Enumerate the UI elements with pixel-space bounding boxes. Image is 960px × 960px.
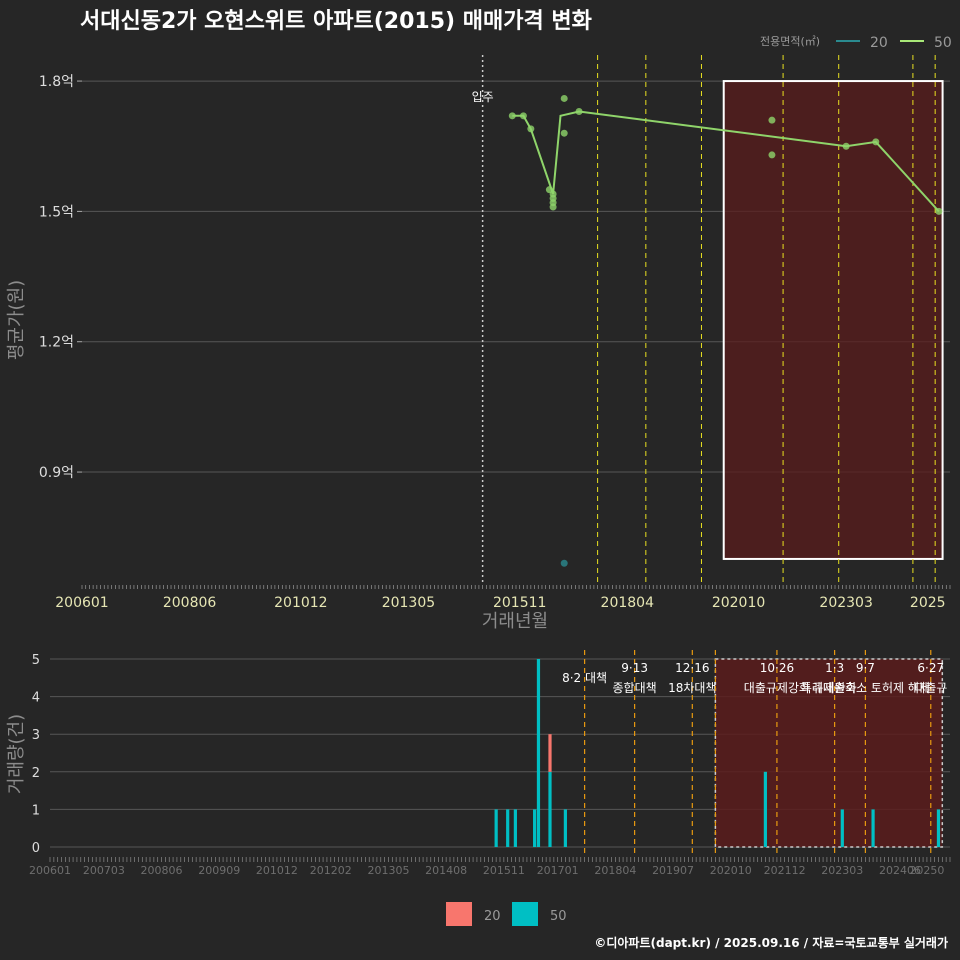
legend-title: 전용면적(㎡) xyxy=(760,35,820,48)
x-tick-label: 200601 xyxy=(55,595,108,611)
volume-bar-50 xyxy=(513,809,517,847)
volume-x-tick-label: 20250 xyxy=(909,864,944,877)
volume-y-tick-label: 2 xyxy=(32,766,40,781)
legend-label-20: 20 xyxy=(870,35,888,51)
policy-name-label: 8·2 대책 xyxy=(562,670,607,685)
x-tick-label: 202010 xyxy=(712,595,765,611)
volume-x-tick-label: 202303 xyxy=(821,864,863,877)
volume-bar-50 xyxy=(533,809,537,847)
policy-name-label: 대출규제강화 xyxy=(744,681,810,695)
volume-y-tick-label: 5 xyxy=(32,653,40,668)
volume-y-tick-label: 4 xyxy=(32,691,40,706)
series-line-50 xyxy=(512,110,940,213)
data-point-50 xyxy=(560,129,568,137)
volume-bar-50 xyxy=(506,809,510,847)
volume-y-tick-label: 0 xyxy=(32,841,40,856)
volume-legend-key-50 xyxy=(512,902,538,926)
policy-date-label: 10·26 xyxy=(760,661,794,675)
x-tick-label: 201804 xyxy=(601,595,655,611)
policy-name-label: 대출규 xyxy=(914,681,947,695)
volume-bar-50 xyxy=(536,659,541,847)
volume-x-tick-label: 200909 xyxy=(198,864,240,877)
volume-y-tick-label: 3 xyxy=(32,728,40,743)
footer-credit: ©디아파트(dapt.kr) / 2025.09.16 / 자료=국토교통부 실… xyxy=(594,935,948,950)
highlight-region xyxy=(722,80,944,560)
volume-x-tick-label: 202010 xyxy=(710,864,752,877)
legend-label-50: 50 xyxy=(934,35,952,51)
volume-y-axis-title: 거래량(건) xyxy=(6,714,27,794)
volume-x-tick-label: 201202 xyxy=(310,864,352,877)
volume-x-tick-label: 201804 xyxy=(594,864,636,877)
volume-bar-50 xyxy=(563,809,567,847)
volume-x-tick-label: 201305 xyxy=(367,864,409,877)
volume-bar-50 xyxy=(548,771,552,847)
move-in-label: 입주 xyxy=(472,90,494,104)
y-tick-label: 1.5억 xyxy=(39,204,74,220)
volume-bar-50 xyxy=(871,809,875,847)
volume-x-tick-label: 201907 xyxy=(652,864,694,877)
data-point-50 xyxy=(549,203,557,211)
x-tick-label: 201012 xyxy=(274,595,327,611)
policy-date-label: 6·27 xyxy=(917,661,944,675)
volume-x-tick-label: 201511 xyxy=(483,864,525,877)
volume-y-tick-label: 1 xyxy=(32,803,40,818)
x-tick-label: 200806 xyxy=(163,595,217,611)
data-point-50 xyxy=(508,112,516,120)
volume-x-tick-label: 202112 xyxy=(764,864,806,877)
data-point-50 xyxy=(935,207,943,215)
policy-name-label: 종합대책 xyxy=(613,680,657,695)
volume-bar-50 xyxy=(936,809,941,847)
y-tick-label: 0.9억 xyxy=(39,465,74,481)
volume-highlight-region xyxy=(714,658,944,848)
volume-bar-50 xyxy=(494,809,498,847)
y-tick-label: 1.8억 xyxy=(39,74,74,90)
x-tick-label: 201305 xyxy=(382,595,435,611)
volume-x-tick-label: 201701 xyxy=(537,864,579,877)
data-point-50 xyxy=(842,142,850,150)
data-point-20 xyxy=(560,559,568,567)
policy-date-label: 1·3 xyxy=(825,661,844,675)
volume-chart-panel: 0 1 2 3 4 5 8·2 대책 9·13 종합대책 12·16 18차대책 10·26 대출규제강… xyxy=(29,650,951,926)
data-point-50 xyxy=(560,94,568,102)
policy-date-label: 9·13 xyxy=(621,661,648,675)
data-point-50 xyxy=(872,138,880,146)
y-axis-title: 평균가(원) xyxy=(6,280,27,360)
volume-legend-label-50: 50 xyxy=(550,909,567,924)
volume-legend-label-20: 20 xyxy=(484,909,501,924)
x-tick-label: 2025 xyxy=(910,595,946,611)
x-tick-label: 202303 xyxy=(819,595,872,611)
policy-date-label: 12·16 xyxy=(675,661,709,675)
volume-bar-50 xyxy=(840,809,844,847)
volume-x-tick-label: 200703 xyxy=(83,864,125,877)
data-point-50 xyxy=(575,107,583,115)
x-tick-label: 201511 xyxy=(493,595,546,611)
policy-name-label: 규제완화 xyxy=(813,681,857,695)
volume-x-tick-label: 202406 xyxy=(879,864,921,877)
volume-x-tick-label: 201408 xyxy=(425,864,467,877)
volume-bar-50 xyxy=(763,771,767,847)
volume-x-tick-label: 200601 xyxy=(29,864,71,877)
volume-x-tick-label: 201012 xyxy=(256,864,298,877)
policy-name-label: 특례대출축소 토허제 해제 xyxy=(801,681,930,695)
policy-name-label: 18차대책 xyxy=(668,680,716,695)
volume-bar-20 xyxy=(548,734,552,772)
data-point-50 xyxy=(527,125,535,133)
data-point-50 xyxy=(768,151,776,159)
volume-legend-key-20 xyxy=(446,902,472,926)
chart-title: 서대신동2가 오현스위트 아파트(2015) 매매가격 변화 xyxy=(80,9,592,34)
volume-x-tick-label: 200806 xyxy=(141,864,183,877)
y-tick-label: 1.2억 xyxy=(39,335,74,351)
policy-date-label: 9·7 xyxy=(856,661,875,675)
data-point-50 xyxy=(768,116,776,124)
x-axis-title: 거래년월 xyxy=(482,611,548,632)
data-point-50 xyxy=(519,112,527,120)
